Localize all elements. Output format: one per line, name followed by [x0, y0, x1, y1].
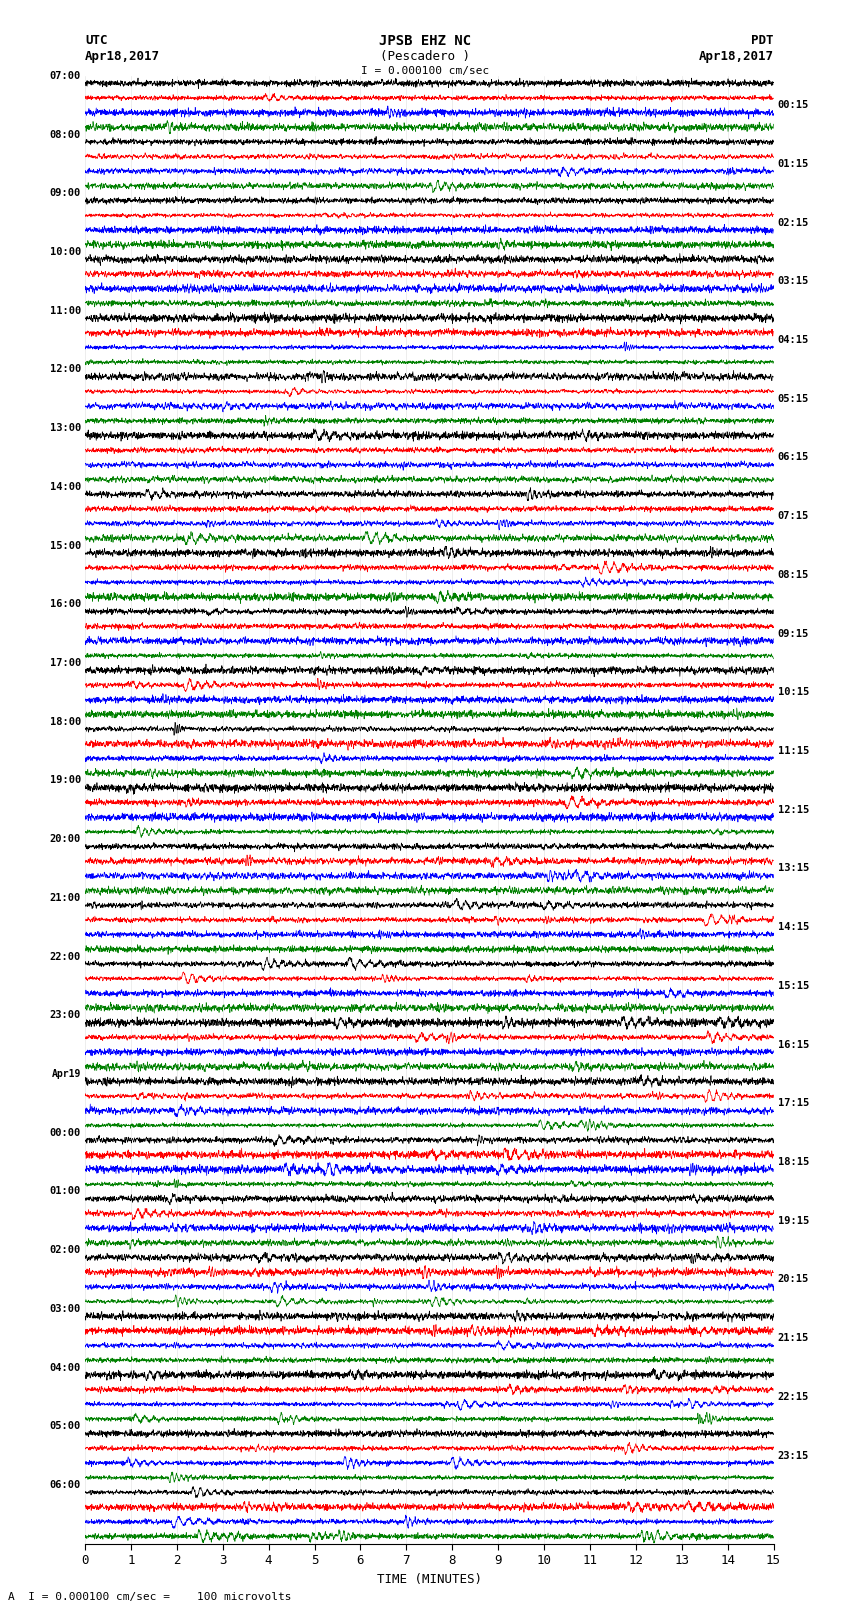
- Text: 09:00: 09:00: [49, 189, 81, 198]
- Text: 01:00: 01:00: [49, 1187, 81, 1197]
- Text: 15:00: 15:00: [49, 540, 81, 550]
- Text: 10:00: 10:00: [49, 247, 81, 256]
- Text: Apr18,2017: Apr18,2017: [699, 50, 774, 63]
- Text: 13:00: 13:00: [49, 423, 81, 432]
- Text: 13:15: 13:15: [778, 863, 809, 873]
- Text: 14:15: 14:15: [778, 923, 809, 932]
- Text: 01:15: 01:15: [778, 160, 809, 169]
- Text: 05:00: 05:00: [49, 1421, 81, 1431]
- Text: 08:15: 08:15: [778, 569, 809, 579]
- Text: I = 0.000100 cm/sec: I = 0.000100 cm/sec: [361, 66, 489, 76]
- Text: 19:15: 19:15: [778, 1216, 809, 1226]
- Text: 21:15: 21:15: [778, 1334, 809, 1344]
- Text: 19:00: 19:00: [49, 776, 81, 786]
- Text: 17:15: 17:15: [778, 1098, 809, 1108]
- Text: 18:00: 18:00: [49, 716, 81, 726]
- Text: 23:00: 23:00: [49, 1010, 81, 1019]
- Text: 00:00: 00:00: [49, 1127, 81, 1137]
- Text: 05:15: 05:15: [778, 394, 809, 403]
- Text: 21:00: 21:00: [49, 894, 81, 903]
- Text: 18:15: 18:15: [778, 1157, 809, 1166]
- Text: 22:00: 22:00: [49, 952, 81, 961]
- Text: 20:00: 20:00: [49, 834, 81, 844]
- Text: 23:15: 23:15: [778, 1450, 809, 1460]
- Text: 10:15: 10:15: [778, 687, 809, 697]
- Text: Apr18,2017: Apr18,2017: [85, 50, 160, 63]
- Text: 15:15: 15:15: [778, 981, 809, 990]
- X-axis label: TIME (MINUTES): TIME (MINUTES): [377, 1573, 482, 1586]
- Text: 09:15: 09:15: [778, 629, 809, 639]
- Text: PDT: PDT: [751, 34, 774, 47]
- Text: A  I = 0.000100 cm/sec =    100 microvolts: A I = 0.000100 cm/sec = 100 microvolts: [8, 1592, 292, 1602]
- Text: 02:00: 02:00: [49, 1245, 81, 1255]
- Text: UTC: UTC: [85, 34, 107, 47]
- Text: 11:00: 11:00: [49, 306, 81, 316]
- Text: 12:15: 12:15: [778, 805, 809, 815]
- Text: 06:15: 06:15: [778, 453, 809, 463]
- Text: 07:00: 07:00: [49, 71, 81, 81]
- Text: 14:00: 14:00: [49, 482, 81, 492]
- Text: 08:00: 08:00: [49, 129, 81, 139]
- Text: 04:00: 04:00: [49, 1363, 81, 1373]
- Text: 00:15: 00:15: [778, 100, 809, 110]
- Text: Apr19: Apr19: [52, 1069, 81, 1079]
- Text: 16:15: 16:15: [778, 1040, 809, 1050]
- Text: JPSB EHZ NC: JPSB EHZ NC: [379, 34, 471, 48]
- Text: 16:00: 16:00: [49, 600, 81, 610]
- Text: (Pescadero ): (Pescadero ): [380, 50, 470, 63]
- Text: 03:15: 03:15: [778, 276, 809, 286]
- Text: 11:15: 11:15: [778, 747, 809, 756]
- Text: 02:15: 02:15: [778, 218, 809, 227]
- Text: 17:00: 17:00: [49, 658, 81, 668]
- Text: 12:00: 12:00: [49, 365, 81, 374]
- Text: 04:15: 04:15: [778, 336, 809, 345]
- Text: 22:15: 22:15: [778, 1392, 809, 1402]
- Text: 06:00: 06:00: [49, 1481, 81, 1490]
- Text: 07:15: 07:15: [778, 511, 809, 521]
- Text: 03:00: 03:00: [49, 1303, 81, 1313]
- Text: 20:15: 20:15: [778, 1274, 809, 1284]
